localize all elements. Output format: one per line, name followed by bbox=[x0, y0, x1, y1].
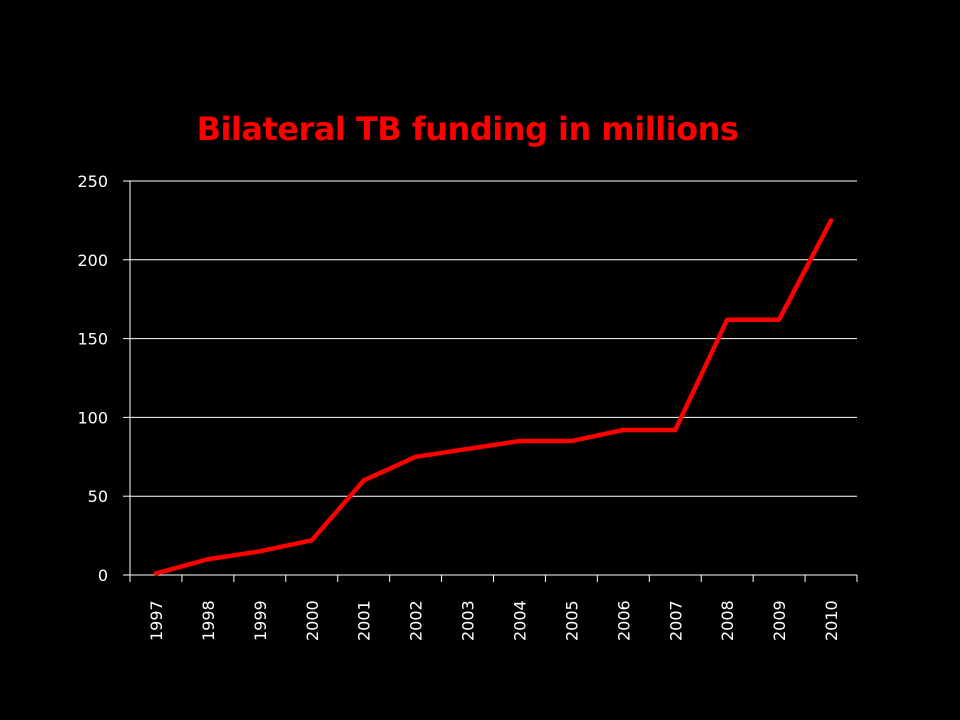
chart-title: Bilateral TB funding in millions bbox=[196, 110, 739, 148]
x-tick-label: 2010 bbox=[822, 600, 841, 641]
series-line-layer bbox=[153, 218, 834, 576]
y-tick-labels: 0 50 100 150 200 250 bbox=[77, 172, 108, 585]
y-tick-label: 100 bbox=[77, 408, 108, 427]
x-tick-label: 2004 bbox=[510, 600, 529, 641]
grid-lines bbox=[130, 180, 857, 497]
x-tick-label: 2009 bbox=[770, 600, 789, 641]
x-tick-label: 2002 bbox=[407, 600, 426, 641]
y-tick-label: 0 bbox=[98, 566, 108, 585]
x-tick-label: 2003 bbox=[459, 600, 478, 641]
y-tick-label: 50 bbox=[88, 487, 108, 506]
x-tick-label: 2005 bbox=[562, 600, 581, 641]
y-tick-label: 200 bbox=[77, 251, 108, 270]
x-tick-label: 1998 bbox=[199, 600, 218, 641]
x-tick-label: 1997 bbox=[147, 600, 166, 641]
x-tick-label: 1999 bbox=[251, 600, 270, 641]
axes bbox=[123, 180, 858, 582]
y-tick-label: 250 bbox=[77, 172, 108, 191]
y-tick-label: 150 bbox=[77, 330, 108, 349]
x-tick-label: 2008 bbox=[718, 600, 737, 641]
x-tick-label: 2007 bbox=[666, 600, 685, 641]
x-tick-label: 2001 bbox=[355, 600, 374, 641]
x-tick-labels: 1997 1998 1999 2000 2001 2002 2003 2004 2005 2006… bbox=[147, 600, 841, 641]
x-tick-label: 2000 bbox=[303, 600, 322, 641]
series-line-0 bbox=[153, 218, 834, 576]
x-tick-label: 2006 bbox=[614, 600, 633, 641]
